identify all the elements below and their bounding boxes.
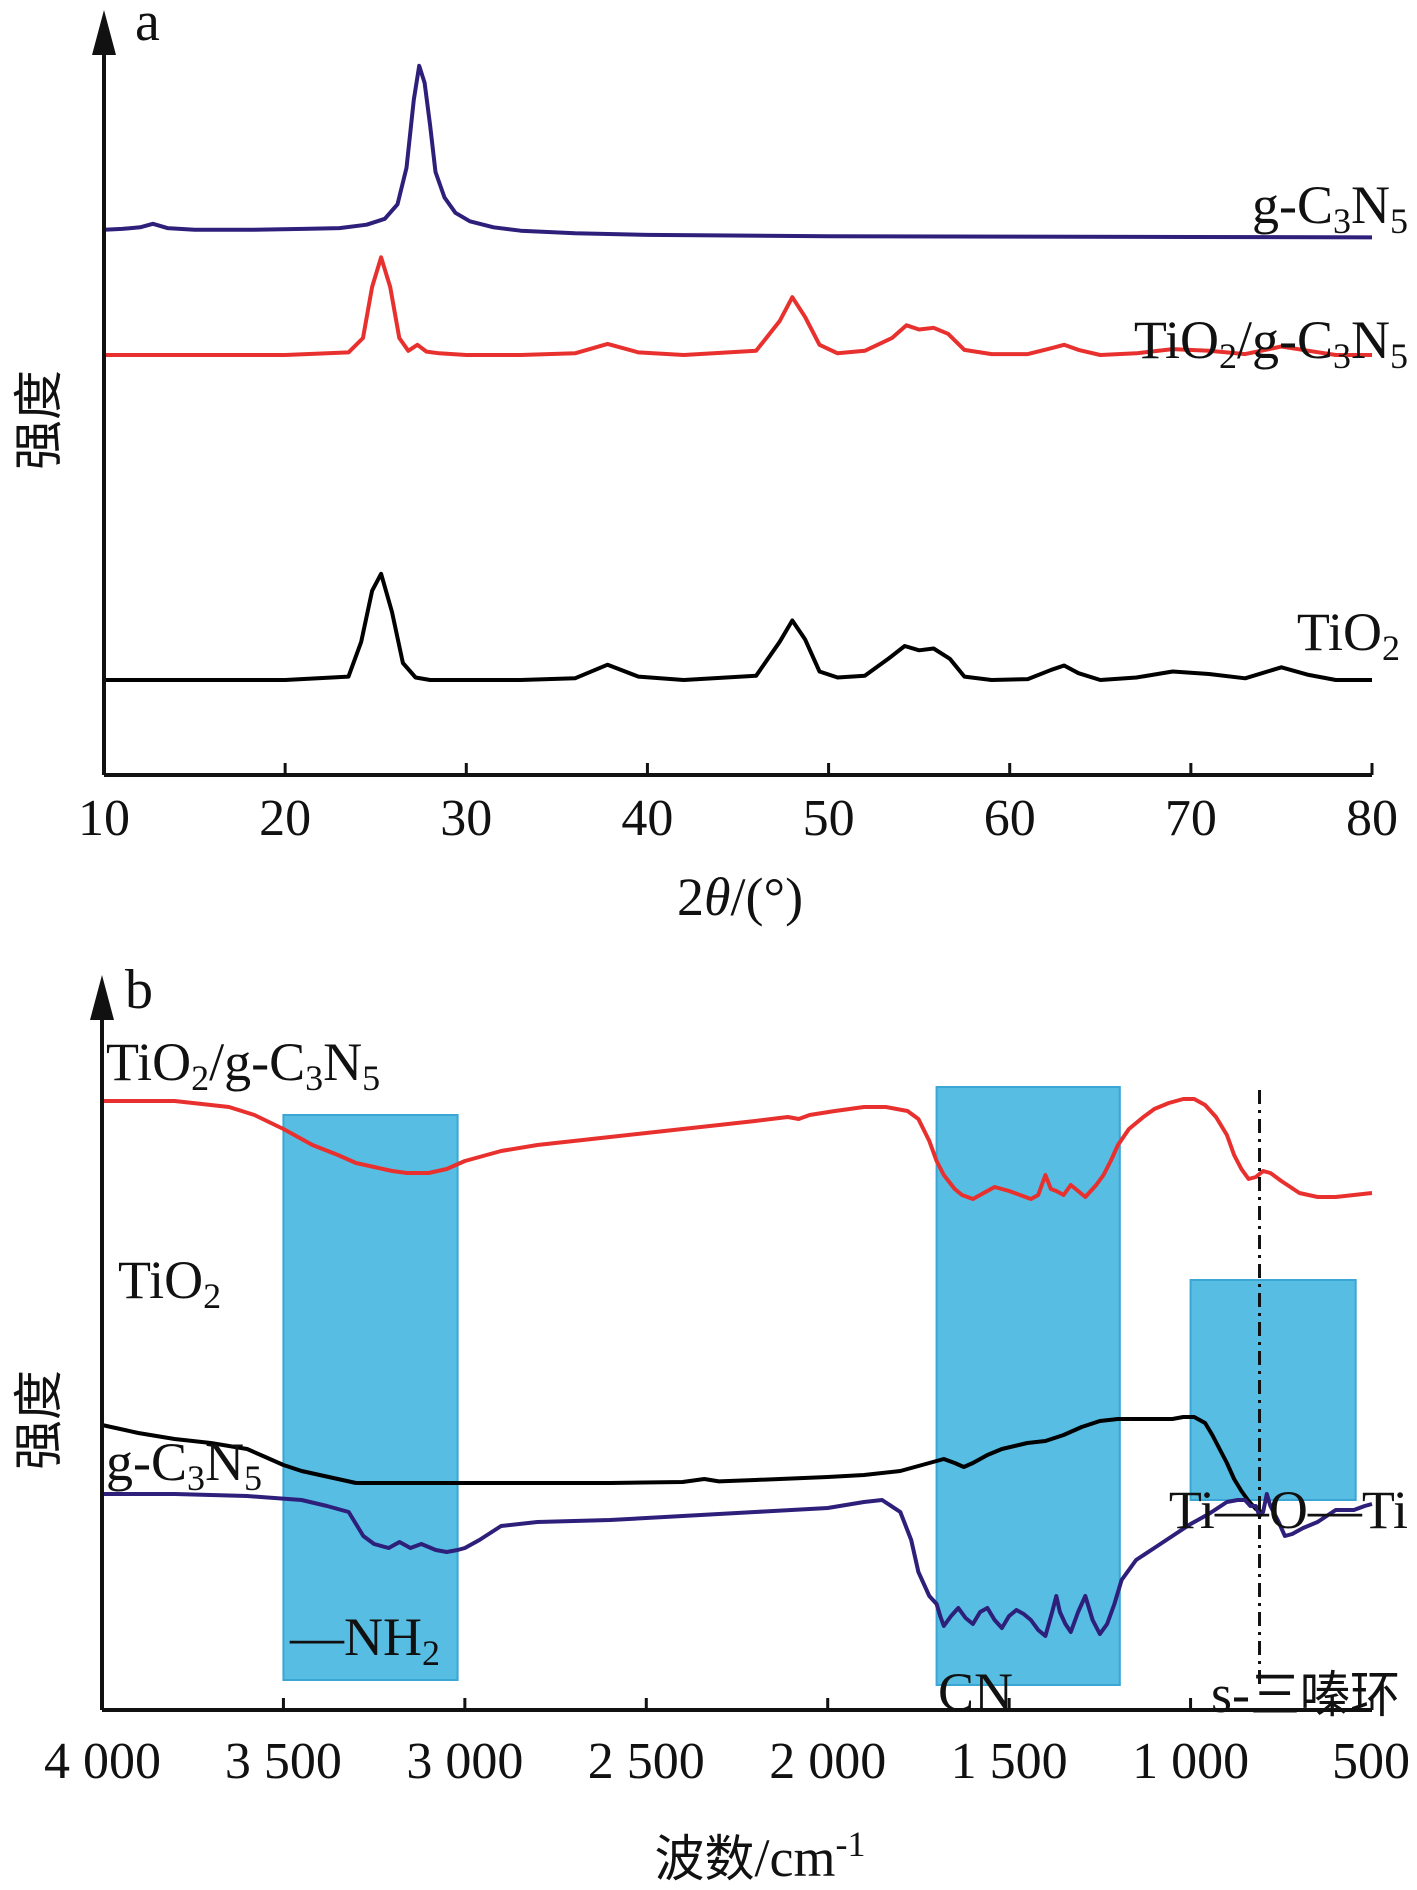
panel-b-x-tick-label: 1 000 xyxy=(1132,1733,1249,1790)
panel-a-y-axis-title: 强度 xyxy=(11,370,67,470)
panel-b-annotation-cn: CN xyxy=(938,1662,1013,1722)
panel-a-x-tick-label: 40 xyxy=(621,790,673,847)
panel-b-x-tick-label: 3 500 xyxy=(225,1733,342,1790)
panel-b-x-tick-label: 3 000 xyxy=(406,1733,523,1790)
panel-b-annotation-s-triazine-ring: s-三嗪环 xyxy=(1211,1664,1400,1724)
panel-b-series-label-g-c3n5: g-C3N5 xyxy=(106,1432,262,1498)
panel-b-series-line-tio2 xyxy=(101,1415,1265,1515)
panel-b-x-tick-label: 500 xyxy=(1332,1733,1410,1790)
panel-b-shaded-region-nh2 xyxy=(282,1114,459,1681)
panel-b-x-tick-label: 2 000 xyxy=(769,1733,886,1790)
panel-a-x-tick-label: 60 xyxy=(984,790,1036,847)
panel-b-series-group xyxy=(101,1097,1373,1638)
panel-b-x-tick-label: 4 000 xyxy=(44,1733,161,1790)
panel-b-label: b xyxy=(125,959,153,1021)
panel-b-x-ticks: 4 000 3 500 3 000 2 500 2 000 1 500 1 000 500 xyxy=(44,1698,1410,1790)
panel-a-series-line-tio2 xyxy=(104,571,1372,682)
panel-b-y-axis-title: 强度 xyxy=(11,1370,67,1470)
panel-b-series-label-tio2: TiO2 xyxy=(118,1250,221,1316)
panel-b-series-line-g-c3n5 xyxy=(102,1492,1373,1638)
panel-a-xrd-chart: 10 20 30 40 50 60 70 80 a 强度 2θ/(°) g-C3N5 TiO2… xyxy=(11,0,1408,927)
panel-a-x-ticks: 10 20 30 40 50 60 70 80 xyxy=(78,763,1398,847)
panel-a-series-label-g-c3n5: g-C3N5 xyxy=(1252,175,1408,241)
panel-b-shaded-region-ti-o-ti xyxy=(1189,1279,1357,1501)
panel-b-series-line-tio2-g-c3n5 xyxy=(102,1097,1373,1201)
panel-b-shaded-regions xyxy=(282,1086,1357,1686)
panel-a-series-group xyxy=(103,63,1373,682)
panel-a-label: a xyxy=(135,0,160,53)
panel-b-annotation-ti-o-ti: Ti—O—Ti xyxy=(1169,1480,1408,1540)
panel-b-annotation-nh2: —NH2 xyxy=(289,1607,440,1673)
panel-a-series-label-tio2: TiO2 xyxy=(1297,602,1400,668)
panel-a-series-label-tio2-g-c3n5: TiO2/g-C3N5 xyxy=(1134,310,1408,376)
panel-a-series-line-tio2-g-c3n5 xyxy=(104,255,1372,357)
panel-b-x-tick-label: 2 500 xyxy=(588,1733,705,1790)
panel-b-series-label-tio2-g-c3n5: TiO2/g-C3N5 xyxy=(106,1032,380,1098)
panel-a-x-tick-label: 80 xyxy=(1346,790,1398,847)
panel-a-x-tick-label: 50 xyxy=(803,790,855,847)
panel-b-x-tick-label: 1 500 xyxy=(951,1733,1068,1790)
panel-a-x-tick-label: 20 xyxy=(259,790,311,847)
panel-b-shaded-region-cn xyxy=(935,1086,1121,1686)
panel-a-x-tick-label: 70 xyxy=(1165,790,1217,847)
panel-b-ftir-chart: 4 000 3 500 3 000 2 500 2 000 1 500 1 000 500 b… xyxy=(11,959,1410,1888)
panel-a-x-axis-title: 2θ/(°) xyxy=(677,867,803,927)
panel-a-series-line-g-c3n5 xyxy=(103,63,1373,240)
panel-b-x-axis-title: 波数/cm-1 xyxy=(655,1824,866,1888)
panel-a-x-tick-label: 30 xyxy=(440,790,492,847)
panel-a-x-tick-label: 10 xyxy=(78,790,130,847)
panel-a-y-axis-arrow xyxy=(92,10,116,55)
panel-b-y-axis-arrow xyxy=(90,975,114,1020)
